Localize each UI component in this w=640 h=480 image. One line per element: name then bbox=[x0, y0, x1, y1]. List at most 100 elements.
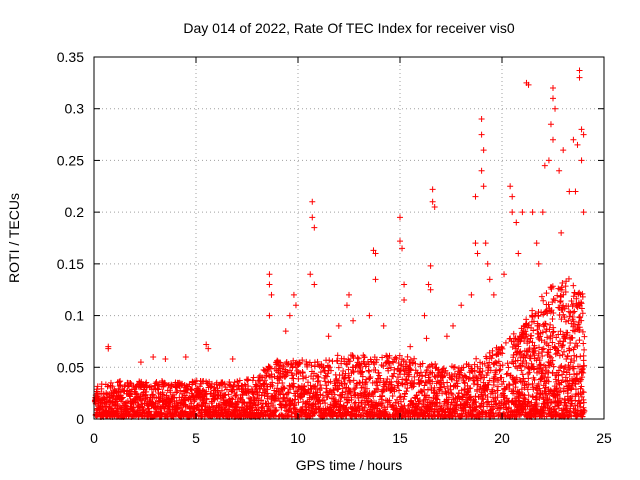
data-point bbox=[124, 387, 131, 394]
data-point bbox=[478, 131, 485, 138]
data-point bbox=[576, 337, 583, 344]
data-point bbox=[307, 271, 314, 278]
data-point bbox=[515, 250, 522, 257]
data-point bbox=[533, 240, 540, 247]
data-point bbox=[444, 379, 451, 386]
data-point bbox=[566, 313, 573, 320]
data-point bbox=[579, 310, 586, 317]
data-point bbox=[407, 343, 414, 350]
data-point bbox=[107, 379, 114, 386]
data-point bbox=[502, 339, 509, 346]
data-point bbox=[576, 67, 583, 74]
data-point bbox=[290, 291, 297, 298]
data-point bbox=[268, 291, 275, 298]
data-point bbox=[529, 209, 536, 216]
data-point bbox=[349, 352, 356, 359]
data-point bbox=[557, 298, 564, 305]
y-tick-labels: 0 0.05 0.1 0.15 0.2 0.25 0.3 0.35 bbox=[57, 49, 84, 427]
data-point bbox=[397, 238, 403, 245]
data-point bbox=[501, 271, 508, 278]
data-point bbox=[507, 183, 514, 190]
data-point bbox=[309, 198, 316, 205]
data-point bbox=[451, 363, 458, 370]
data-point bbox=[174, 388, 181, 395]
data-point bbox=[355, 355, 362, 362]
data-point bbox=[581, 333, 588, 340]
data-point bbox=[173, 389, 180, 396]
data-point bbox=[455, 390, 462, 397]
y-tick-label: 0.1 bbox=[65, 308, 85, 324]
data-point bbox=[552, 105, 559, 112]
data-point bbox=[411, 355, 418, 362]
data-point bbox=[578, 157, 585, 164]
data-point bbox=[570, 136, 577, 143]
data-point bbox=[274, 358, 281, 365]
data-point bbox=[424, 386, 431, 393]
data-point bbox=[543, 290, 550, 297]
data-point bbox=[529, 307, 536, 314]
data-point bbox=[366, 375, 373, 382]
data-point bbox=[138, 403, 145, 410]
data-point bbox=[580, 340, 587, 347]
data-point bbox=[478, 116, 485, 123]
data-point bbox=[417, 369, 424, 376]
data-point bbox=[266, 281, 273, 288]
data-point bbox=[560, 147, 567, 154]
x-axis-label: GPS time / hours bbox=[296, 457, 403, 473]
data-point bbox=[118, 395, 125, 402]
data-point bbox=[566, 188, 573, 195]
data-point bbox=[549, 316, 556, 323]
data-point bbox=[558, 229, 565, 236]
data-point bbox=[401, 297, 408, 304]
data-point bbox=[289, 383, 296, 390]
data-point bbox=[547, 121, 554, 128]
data-point bbox=[524, 386, 531, 393]
data-point bbox=[545, 157, 552, 164]
data-point bbox=[562, 374, 569, 381]
data-point bbox=[556, 167, 563, 174]
data-point bbox=[366, 312, 373, 319]
y-tick-label: 0.3 bbox=[65, 101, 85, 117]
data-point bbox=[182, 353, 189, 360]
data-point bbox=[266, 271, 273, 278]
data-point bbox=[150, 353, 157, 360]
data-point bbox=[421, 312, 428, 319]
data-point bbox=[399, 245, 406, 252]
data-point bbox=[473, 355, 480, 362]
data-point bbox=[365, 367, 372, 374]
data-point bbox=[367, 373, 374, 380]
data-point bbox=[159, 389, 166, 396]
data-point bbox=[279, 380, 286, 387]
data-point bbox=[429, 198, 436, 205]
data-point bbox=[508, 359, 515, 366]
data-point bbox=[335, 322, 342, 329]
data-point bbox=[427, 286, 434, 293]
data-point bbox=[315, 377, 322, 384]
y-tick-label: 0.05 bbox=[57, 359, 84, 375]
x-tick-label: 20 bbox=[494, 430, 510, 446]
data-point bbox=[572, 188, 579, 195]
data-point bbox=[372, 366, 379, 373]
data-point bbox=[397, 214, 403, 221]
data-point bbox=[282, 328, 289, 335]
data-point bbox=[576, 74, 583, 81]
data-point bbox=[162, 356, 169, 363]
data-point bbox=[309, 214, 316, 221]
x-tick-labels: 0 5 10 15 20 25 bbox=[90, 430, 612, 446]
x-tick-label: 5 bbox=[192, 430, 200, 446]
data-point bbox=[550, 136, 556, 143]
data-point bbox=[106, 404, 113, 411]
data-point bbox=[325, 333, 332, 340]
data-point bbox=[423, 335, 430, 342]
y-tick-label: 0.25 bbox=[57, 152, 84, 168]
data-point bbox=[443, 333, 450, 340]
data-point bbox=[509, 209, 516, 216]
chart-title: Day 014 of 2022, Rate Of TEC Index for r… bbox=[183, 20, 514, 36]
data-point bbox=[390, 373, 397, 380]
data-point bbox=[577, 353, 584, 360]
data-point bbox=[334, 352, 341, 359]
data-point bbox=[578, 126, 585, 133]
data-point bbox=[484, 260, 491, 267]
data-point bbox=[490, 291, 497, 298]
